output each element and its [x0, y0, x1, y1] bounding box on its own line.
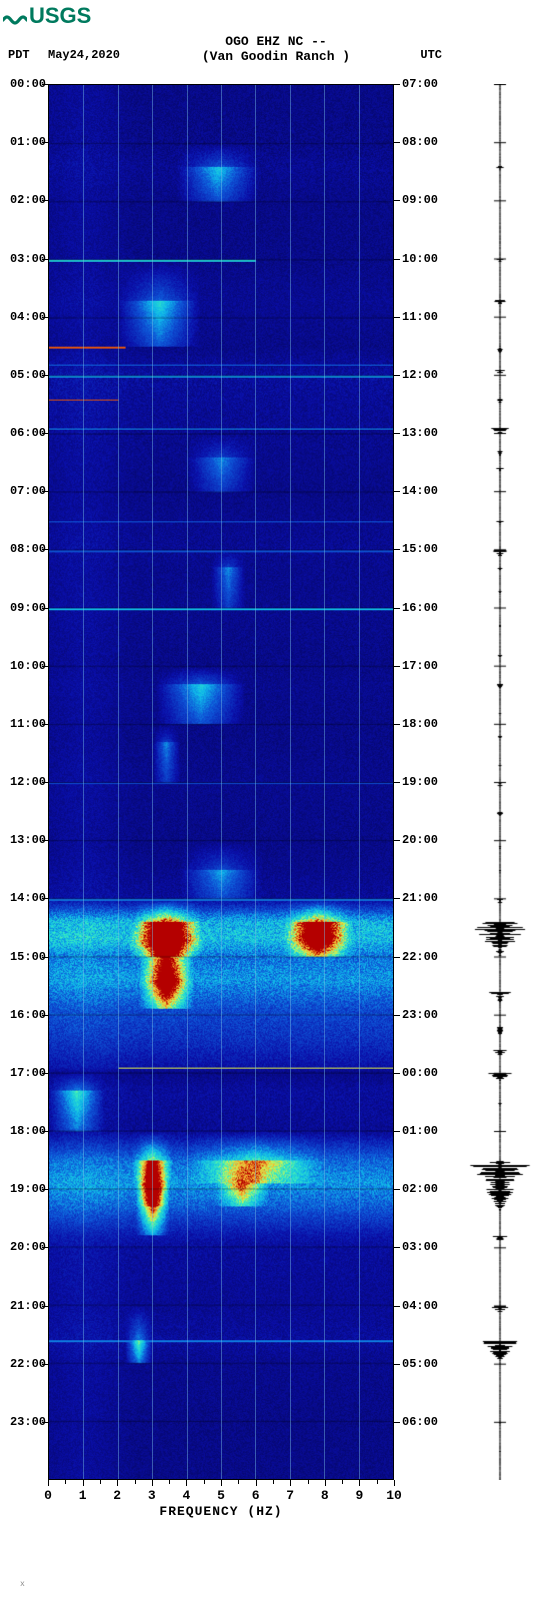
utc-hour-label: 05:00 [402, 1357, 438, 1371]
pdt-hour-label: 04:00 [0, 310, 46, 324]
seismogram-panel [460, 84, 540, 1480]
utc-hour-label: 20:00 [402, 833, 438, 847]
pdt-hour-label: 01:00 [0, 135, 46, 149]
pdt-hour-label: 02:00 [0, 193, 46, 207]
pdt-hour-label: 05:00 [0, 368, 46, 382]
utc-hour-label: 21:00 [402, 891, 438, 905]
footnote: x [20, 1580, 25, 1589]
utc-hour-label: 18:00 [402, 717, 438, 731]
pdt-hour-label: 08:00 [0, 542, 46, 556]
x-tick-label: 9 [355, 1488, 363, 1503]
pdt-hour-label: 15:00 [0, 950, 46, 964]
utc-hour-label: 23:00 [402, 1008, 438, 1022]
x-tick-label: 3 [148, 1488, 156, 1503]
pdt-hour-label: 12:00 [0, 775, 46, 789]
left-timezone-label: PDT [8, 48, 30, 62]
x-axis-labels: 012345678910 [48, 1488, 394, 1504]
pdt-hour-label: 13:00 [0, 833, 46, 847]
pdt-hour-label: 21:00 [0, 1299, 46, 1313]
spectrogram-canvas [49, 85, 393, 1479]
seismogram-canvas [460, 84, 540, 1480]
pdt-hour-label: 16:00 [0, 1008, 46, 1022]
utc-hour-label: 00:00 [402, 1066, 438, 1080]
utc-hour-label: 11:00 [402, 310, 438, 324]
utc-hour-label: 19:00 [402, 775, 438, 789]
utc-hour-label: 15:00 [402, 542, 438, 556]
usgs-wave-icon [3, 7, 27, 25]
utc-hour-label: 16:00 [402, 601, 438, 615]
utc-hour-label: 14:00 [402, 484, 438, 498]
date-label: May24,2020 [48, 48, 120, 62]
usgs-text: USGS [29, 3, 91, 29]
utc-hour-label: 06:00 [402, 1415, 438, 1429]
pdt-hour-label: 20:00 [0, 1240, 46, 1254]
x-tick-label: 0 [44, 1488, 52, 1503]
right-tick-marks [394, 84, 400, 1480]
utc-hour-label: 02:00 [402, 1182, 438, 1196]
x-tick-label: 7 [286, 1488, 294, 1503]
usgs-logo: USGS [3, 3, 91, 29]
pdt-hour-label: 18:00 [0, 1124, 46, 1138]
left-time-axis: 00:0001:0002:0003:0004:0005:0006:0007:00… [0, 84, 46, 1480]
pdt-hour-label: 10:00 [0, 659, 46, 673]
pdt-hour-label: 09:00 [0, 601, 46, 615]
spectrogram-panel [48, 84, 394, 1480]
title-line1: OGO EHZ NC -- [0, 34, 552, 49]
utc-hour-label: 09:00 [402, 193, 438, 207]
pdt-hour-label: 00:00 [0, 77, 46, 91]
x-tick-label: 4 [182, 1488, 190, 1503]
pdt-hour-label: 03:00 [0, 252, 46, 266]
pdt-hour-label: 23:00 [0, 1415, 46, 1429]
x-tick-label: 1 [79, 1488, 87, 1503]
pdt-hour-label: 14:00 [0, 891, 46, 905]
utc-hour-label: 07:00 [402, 77, 438, 91]
x-tick-label: 6 [252, 1488, 260, 1503]
pdt-hour-label: 19:00 [0, 1182, 46, 1196]
utc-hour-label: 17:00 [402, 659, 438, 673]
utc-hour-label: 03:00 [402, 1240, 438, 1254]
x-tick-label: 5 [217, 1488, 225, 1503]
right-time-axis: 07:0008:0009:0010:0011:0012:0013:0014:00… [396, 84, 446, 1480]
utc-hour-label: 22:00 [402, 950, 438, 964]
utc-hour-label: 04:00 [402, 1299, 438, 1313]
pdt-hour-label: 07:00 [0, 484, 46, 498]
x-axis-title: FREQUENCY (HZ) [48, 1504, 394, 1519]
pdt-hour-label: 11:00 [0, 717, 46, 731]
pdt-hour-label: 17:00 [0, 1066, 46, 1080]
utc-hour-label: 01:00 [402, 1124, 438, 1138]
right-timezone-label: UTC [420, 48, 442, 62]
left-tick-marks [42, 84, 48, 1480]
pdt-hour-label: 06:00 [0, 426, 46, 440]
utc-hour-label: 13:00 [402, 426, 438, 440]
pdt-hour-label: 22:00 [0, 1357, 46, 1371]
x-tick-label: 2 [113, 1488, 121, 1503]
utc-hour-label: 10:00 [402, 252, 438, 266]
x-tick-label: 10 [386, 1488, 402, 1503]
utc-hour-label: 08:00 [402, 135, 438, 149]
x-tick-label: 8 [321, 1488, 329, 1503]
utc-hour-label: 12:00 [402, 368, 438, 382]
